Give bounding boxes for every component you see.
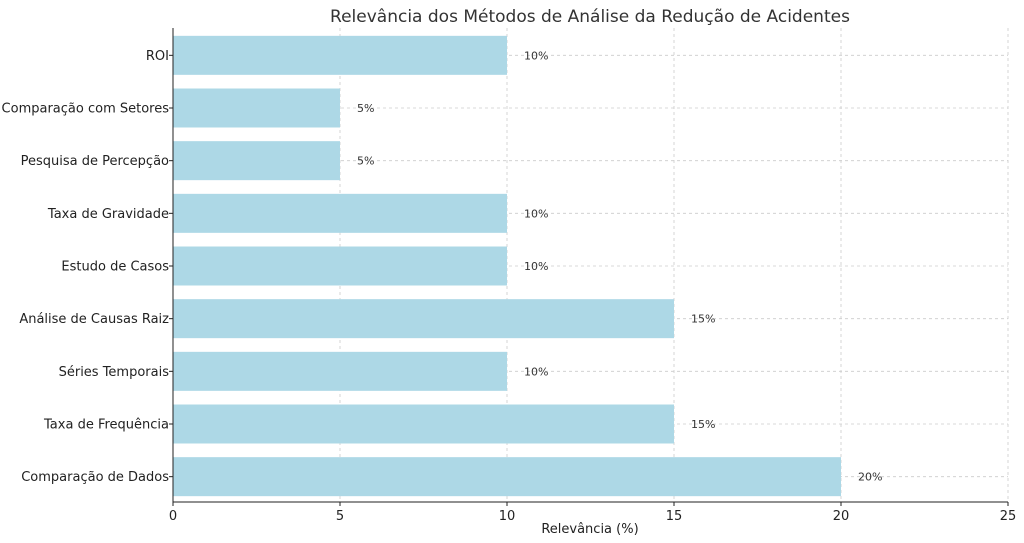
- category-label: ROI: [146, 49, 169, 64]
- chart-title: Relevância dos Métodos de Análise da Red…: [330, 7, 850, 27]
- labels: Comparação de Dados 20% Taxa de Frequência…: [2, 49, 1017, 524]
- bar: [173, 141, 340, 181]
- x-tick-label: 5: [336, 509, 344, 524]
- data-label: 10%: [524, 49, 548, 62]
- data-label: 10%: [524, 365, 548, 378]
- data-label: 15%: [691, 313, 715, 326]
- bar: [173, 35, 507, 75]
- category-label: Análise de Causas Raiz: [19, 312, 169, 327]
- axes: [169, 28, 1009, 506]
- category-label: Comparação de Dados: [21, 470, 169, 485]
- category-label: Taxa de Gravidade: [47, 207, 169, 222]
- x-axis-label: Relevância (%): [541, 522, 638, 537]
- bar: [173, 193, 507, 233]
- data-label: 10%: [524, 260, 548, 273]
- x-tick-label: 10: [499, 509, 516, 524]
- data-label: 20%: [858, 471, 882, 484]
- category-label: Séries Temporais: [59, 365, 170, 380]
- category-label: Comparação com Setores: [2, 102, 170, 117]
- data-label: 15%: [691, 418, 715, 431]
- x-tick-label: 25: [1000, 509, 1017, 524]
- bars: [173, 35, 841, 497]
- bar: [173, 299, 674, 339]
- bar: [173, 404, 674, 444]
- bar: [173, 457, 841, 497]
- x-tick-label: 20: [833, 509, 850, 524]
- category-label: Estudo de Casos: [61, 260, 169, 275]
- data-label: 5%: [357, 102, 374, 115]
- data-label: 5%: [357, 155, 374, 168]
- bar: [173, 88, 340, 128]
- x-tick-label: 15: [666, 509, 683, 524]
- data-label: 10%: [524, 207, 548, 220]
- bar: [173, 246, 507, 286]
- x-tick-label: 0: [169, 509, 177, 524]
- bar: [173, 351, 507, 391]
- category-label: Taxa de Frequência: [43, 418, 169, 433]
- category-label: Pesquisa de Percepção: [21, 154, 169, 169]
